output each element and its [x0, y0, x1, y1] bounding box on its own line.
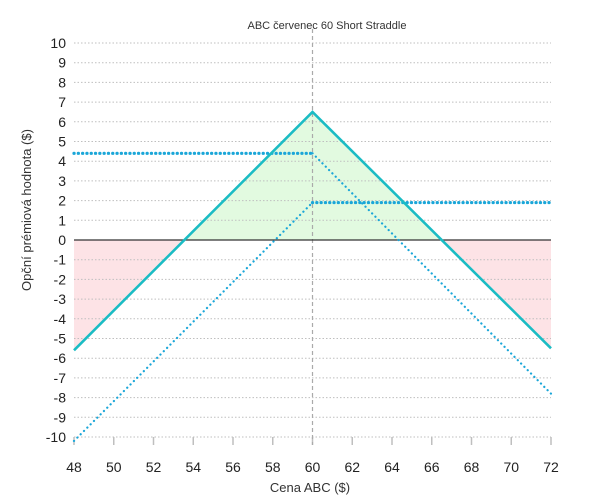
y-tick-label: -8 [54, 390, 67, 406]
y-tick-label: 3 [58, 173, 66, 189]
x-tick-label: 48 [66, 459, 82, 475]
y-tick-label: 8 [58, 74, 66, 90]
x-axis-label: Cena ABC ($) [270, 480, 350, 495]
x-tick-label: 54 [185, 459, 201, 475]
y-tick-label: 7 [58, 94, 66, 110]
straddle-payoff-line [73, 110, 552, 352]
y-tick-label: 0 [58, 232, 66, 248]
chart-title: ABC červenec 60 Short Straddle [248, 20, 407, 32]
x-tick-label: 52 [146, 459, 162, 475]
x-tick-label: 66 [424, 459, 440, 475]
y-tick-label: 10 [50, 35, 66, 51]
y-tick-label: 6 [58, 114, 66, 130]
y-tick-label: 1 [58, 212, 66, 228]
x-tick-label: 50 [106, 459, 122, 475]
x-tick-label: 60 [305, 459, 321, 475]
y-tick-label: -9 [54, 409, 67, 425]
y-tick-label: 5 [58, 134, 66, 150]
y-tick-label: -7 [54, 370, 67, 386]
y-tick-label: 4 [58, 153, 66, 169]
call-series-segment [72, 201, 314, 443]
y-tick-label: -5 [54, 331, 67, 347]
put-series-segment [311, 152, 553, 395]
y-tick-label: -2 [54, 271, 67, 287]
y-tick-label: -4 [54, 311, 67, 327]
x-tick-label: 58 [265, 459, 281, 475]
y-tick-label: 9 [58, 55, 66, 71]
y-tick-label: -3 [54, 291, 67, 307]
y-tick-label: -10 [46, 429, 66, 445]
profit-region [183, 111, 442, 240]
x-tick-label: 56 [225, 459, 241, 475]
x-tick-label: 64 [384, 459, 400, 475]
y-axis-label: Opční prémiová hodnota ($) [19, 129, 34, 291]
y-tick-label: -6 [54, 350, 67, 366]
y-tick-label: -1 [54, 252, 67, 268]
x-tick-label: 70 [503, 459, 519, 475]
y-tick-label: 2 [58, 193, 66, 209]
x-tick-label: 62 [344, 459, 360, 475]
x-tick-label: 72 [543, 459, 559, 475]
x-tick-label: 68 [464, 459, 480, 475]
